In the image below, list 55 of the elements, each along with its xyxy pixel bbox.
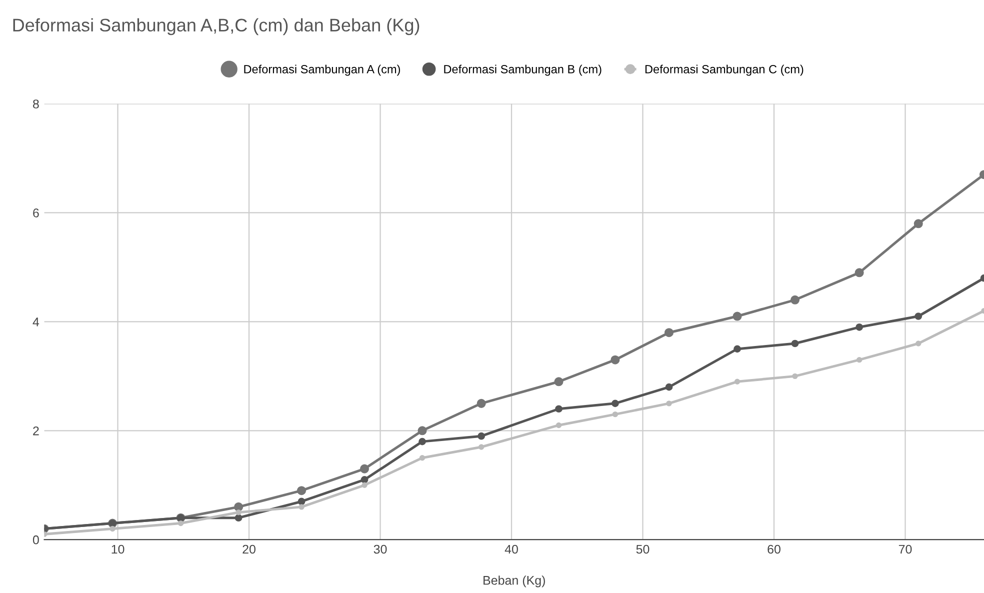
y-tick-label: 8 (33, 100, 39, 108)
x-tick-label: 10 (112, 544, 124, 554)
y-tick-label: 4 (32, 318, 40, 326)
y-tick-label: 6 (33, 208, 39, 218)
point (914, 312, 922, 320)
point (856, 356, 862, 363)
x-tick-label: 20 (242, 544, 256, 554)
point (666, 400, 672, 406)
point (791, 340, 799, 348)
point (418, 438, 426, 446)
y-tick-label: 2 (33, 426, 39, 436)
point (612, 400, 619, 408)
y-tick-label: 0 (32, 535, 39, 544)
point (360, 476, 368, 484)
point (612, 411, 618, 418)
x-tick-label: 50 (636, 544, 650, 554)
point (554, 377, 564, 386)
point (478, 444, 484, 450)
point (610, 355, 620, 364)
point (854, 268, 864, 278)
point (734, 378, 740, 384)
x-tick-label: 30 (374, 544, 387, 554)
point (856, 323, 863, 331)
point (178, 520, 184, 526)
chart-title: Deformasi Sambungan A,B,C (cm) dan Beban (Kg) (13, 18, 420, 36)
point (476, 398, 486, 408)
point (234, 502, 244, 512)
point (478, 432, 486, 440)
point (734, 345, 741, 353)
x-axis-title: Beban (Kg) (484, 576, 545, 588)
point (556, 422, 562, 428)
point (555, 405, 562, 413)
point (236, 510, 242, 516)
point (914, 219, 923, 228)
point (360, 464, 370, 474)
point (297, 486, 306, 496)
legend-label: Deformasi Sambungan C (cm) (645, 64, 804, 76)
point (362, 482, 368, 488)
point (298, 498, 306, 506)
point (664, 328, 674, 338)
x-tick-label: 60 (768, 544, 780, 554)
point (790, 295, 800, 304)
legend-label: Deformasi Sambungan A (cm) (244, 64, 400, 76)
point (298, 504, 304, 510)
point (419, 455, 426, 461)
x-tick-label: 70 (898, 544, 912, 554)
point (110, 526, 116, 532)
legend-label: Deformasi Sambungan B (cm) (444, 64, 602, 76)
point (792, 373, 798, 380)
point (732, 312, 742, 321)
point (916, 340, 922, 346)
point (665, 383, 673, 391)
x-tick-label: 40 (504, 544, 518, 554)
point (234, 514, 242, 522)
point (418, 426, 427, 436)
